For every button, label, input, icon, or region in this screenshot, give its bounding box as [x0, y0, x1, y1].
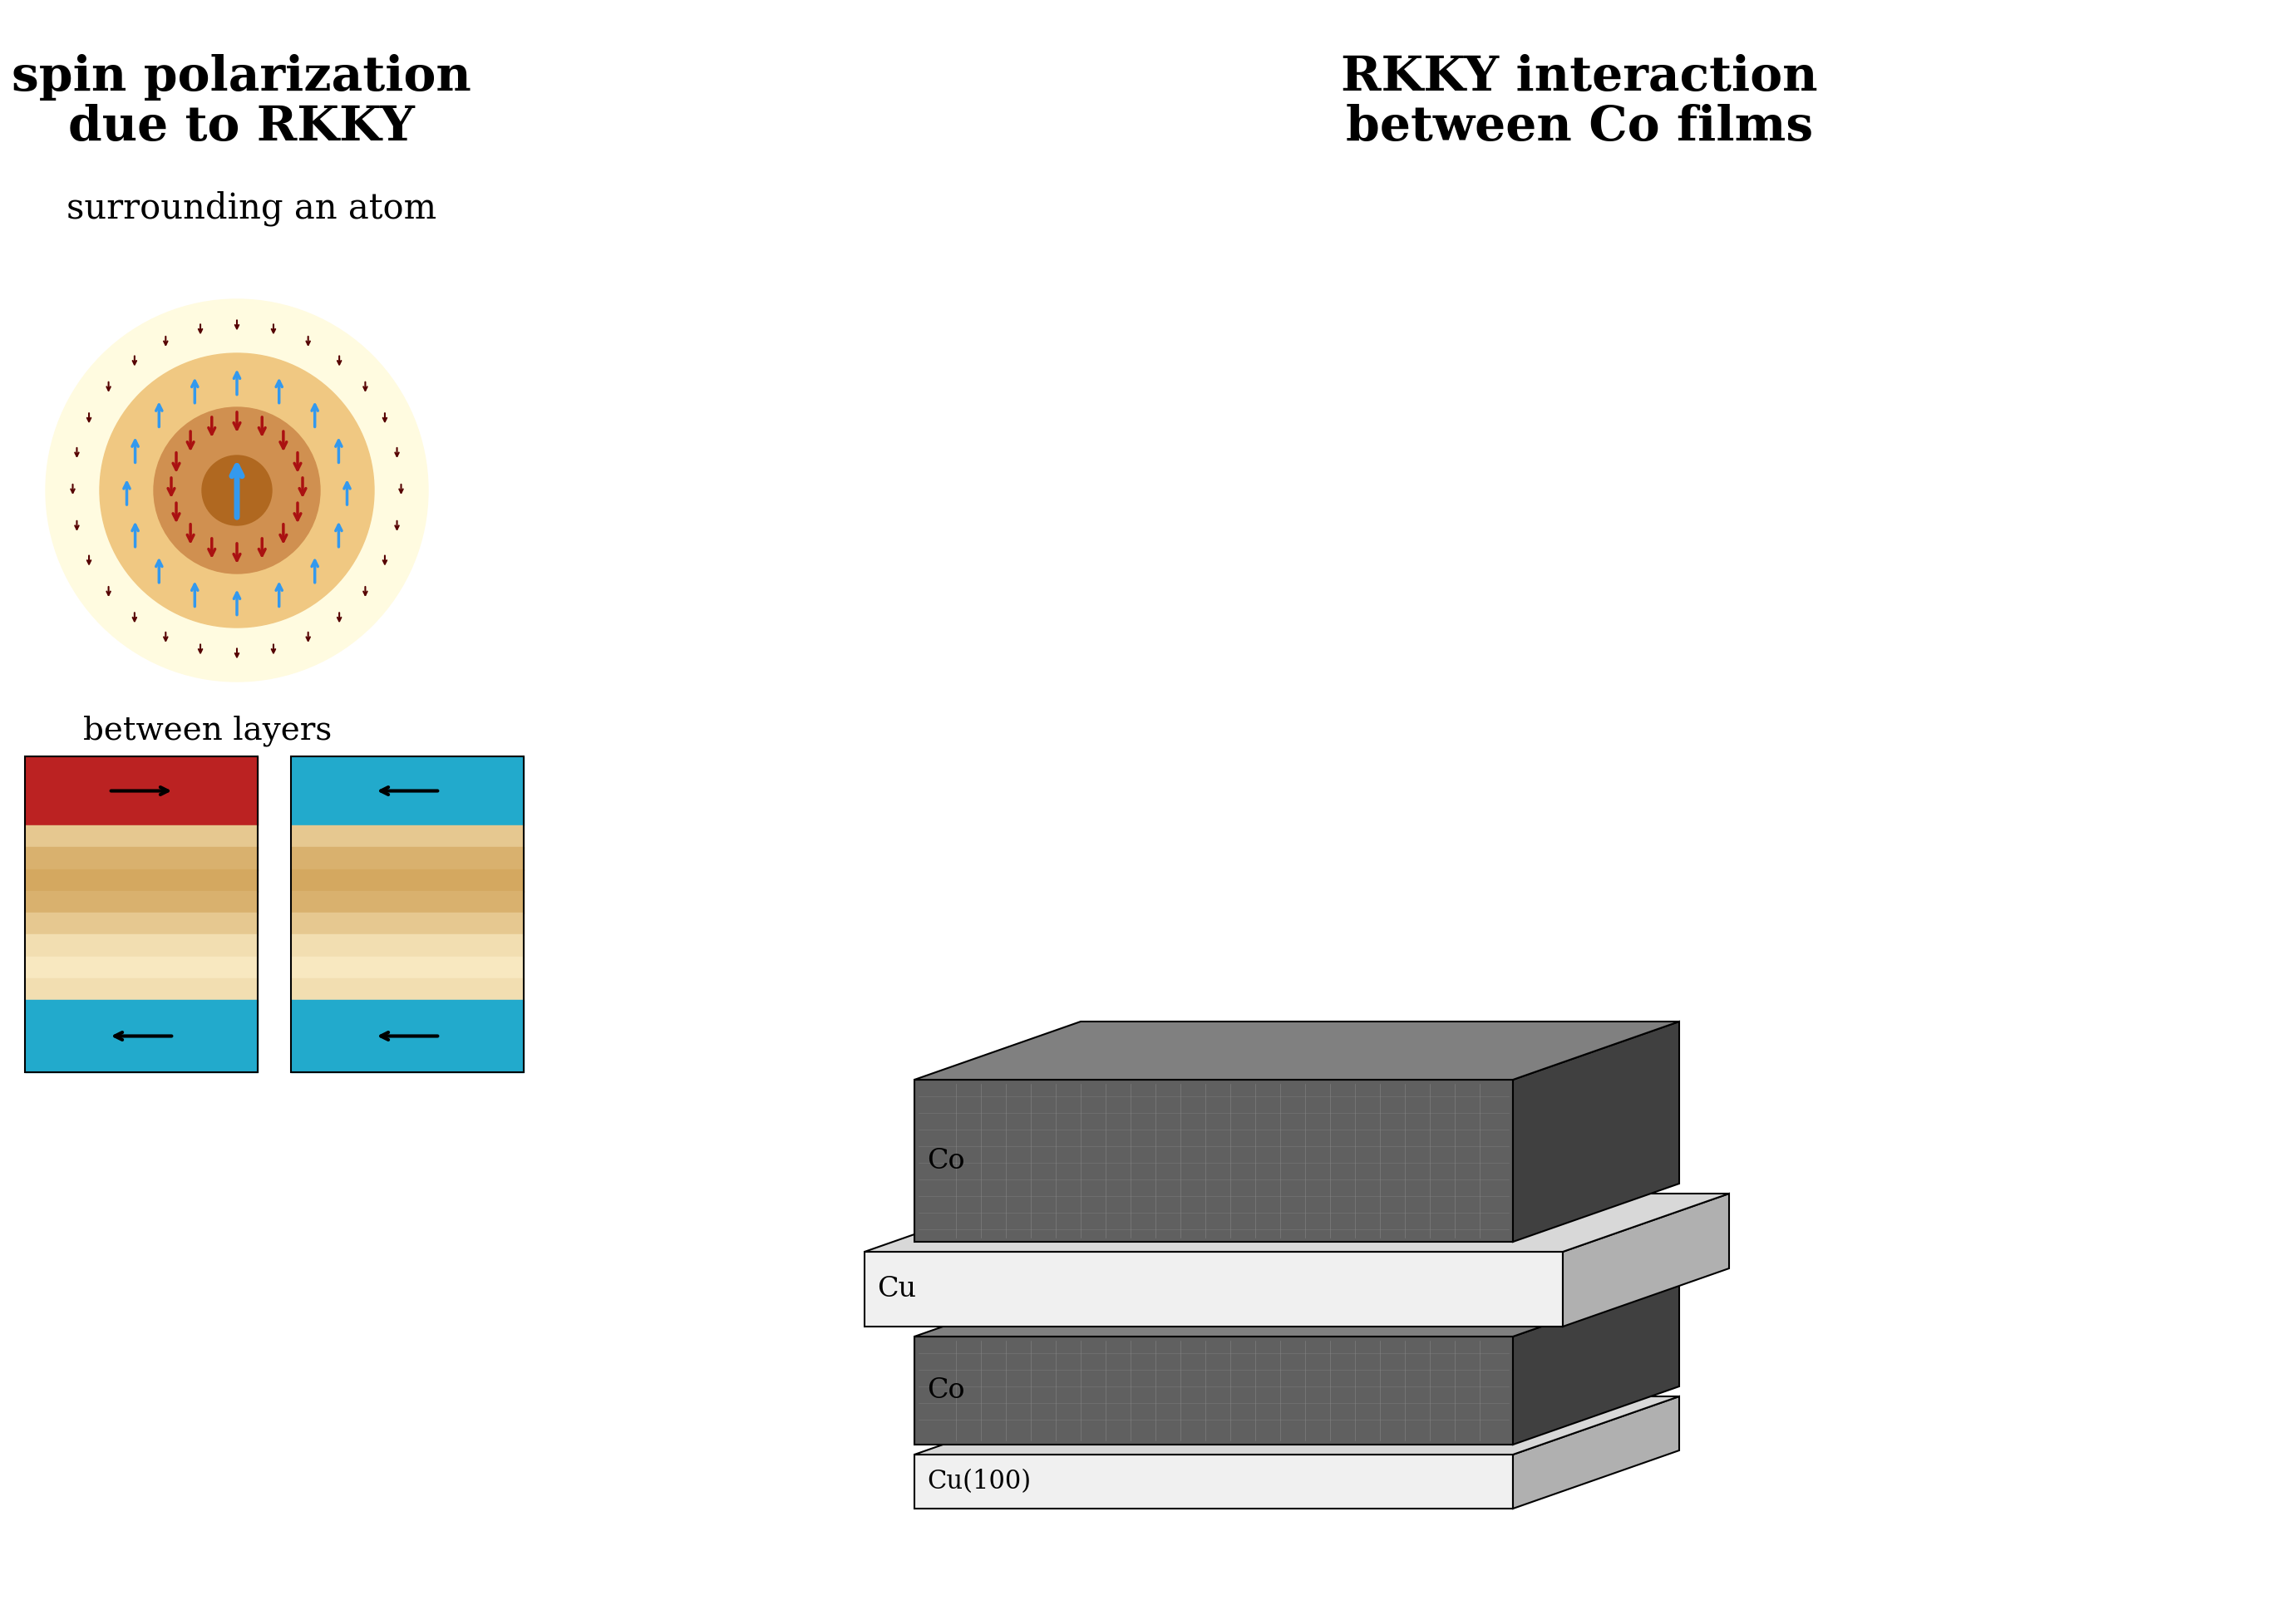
Bar	[292, 956, 523, 979]
Bar	[25, 934, 257, 956]
Bar	[292, 847, 523, 869]
Polygon shape	[1513, 1021, 1678, 1241]
Bar	[292, 979, 523, 1001]
Bar	[25, 869, 257, 892]
Polygon shape	[914, 1396, 1678, 1454]
Bar	[292, 1000, 523, 1072]
Text: Co: Co	[928, 1148, 964, 1174]
Polygon shape	[914, 1336, 1513, 1444]
Text: between layers: between layers	[83, 715, 333, 745]
Bar	[25, 847, 257, 869]
Bar	[25, 890, 257, 913]
Bar	[25, 757, 257, 826]
Ellipse shape	[46, 299, 427, 681]
Text: between Co films: between Co films	[1345, 105, 1814, 150]
Bar	[292, 890, 523, 913]
Polygon shape	[1564, 1193, 1729, 1327]
Bar	[25, 757, 257, 1072]
Bar	[292, 913, 523, 935]
Polygon shape	[914, 1021, 1678, 1080]
Bar	[25, 913, 257, 935]
Text: Cu: Cu	[877, 1275, 916, 1302]
Ellipse shape	[154, 407, 319, 573]
Polygon shape	[914, 1454, 1513, 1509]
Polygon shape	[1513, 1396, 1678, 1509]
Polygon shape	[914, 1278, 1678, 1336]
Ellipse shape	[202, 456, 271, 525]
Bar	[292, 869, 523, 892]
Text: Cu(100): Cu(100)	[928, 1468, 1031, 1494]
Text: spin polarization: spin polarization	[11, 55, 471, 100]
Bar	[25, 956, 257, 979]
Text: surrounding an atom: surrounding an atom	[67, 192, 436, 227]
Bar	[292, 826, 523, 848]
Bar	[292, 757, 523, 1072]
Bar	[25, 1000, 257, 1072]
Text: RKKY interaction: RKKY interaction	[1341, 55, 1818, 100]
Bar	[25, 979, 257, 1001]
Text: due to RKKY: due to RKKY	[69, 105, 413, 150]
Polygon shape	[914, 1080, 1513, 1241]
Polygon shape	[866, 1193, 1729, 1251]
Text: Co: Co	[928, 1377, 964, 1404]
Ellipse shape	[99, 353, 374, 628]
Bar	[25, 826, 257, 848]
Polygon shape	[1513, 1278, 1678, 1444]
Bar	[292, 757, 523, 826]
Bar	[292, 934, 523, 956]
Polygon shape	[866, 1251, 1564, 1327]
